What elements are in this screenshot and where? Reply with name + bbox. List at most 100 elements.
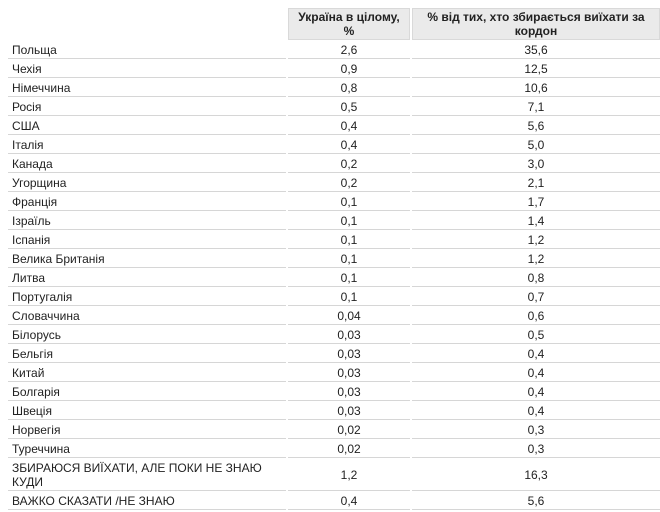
country-cell: Литва [8, 270, 286, 287]
table-row: Литва 0,1 0,8 [8, 270, 660, 287]
table-row: Росія 0,5 7,1 [8, 99, 660, 116]
table-row: Словаччина 0,04 0,6 [8, 308, 660, 325]
share-of-leavers-cell: 0,3 [412, 422, 660, 439]
table-header: Україна в цілому, % % від тих, хто збира… [8, 8, 660, 40]
table-row: Бельгія 0,03 0,4 [8, 346, 660, 363]
table-row: ВАЖКО СКАЗАТИ /НЕ ЗНАЮ 0,4 5,6 [8, 493, 660, 510]
ukraine-total-cell: 0,8 [288, 80, 410, 97]
country-cell: Туреччина [8, 441, 286, 458]
country-cell: Чехія [8, 61, 286, 78]
ukraine-total-cell: 0,5 [288, 99, 410, 116]
country-cell: Польща [8, 42, 286, 59]
ukraine-total-cell: 0,03 [288, 346, 410, 363]
country-cell: Болгарія [8, 384, 286, 401]
country-cell: Франція [8, 194, 286, 211]
ukraine-total-cell: 0,1 [288, 289, 410, 306]
country-cell: Білорусь [8, 327, 286, 344]
header-row: Україна в цілому, % % від тих, хто збира… [8, 8, 660, 40]
ukraine-total-cell: 0,04 [288, 308, 410, 325]
table-row: Франція 0,1 1,7 [8, 194, 660, 211]
share-of-leavers-cell: 1,2 [412, 232, 660, 249]
share-of-leavers-cell: 5,6 [412, 118, 660, 135]
share-of-leavers-cell: 10,6 [412, 80, 660, 97]
ukraine-total-cell: 0,03 [288, 327, 410, 344]
ukraine-total-cell: 0,4 [288, 118, 410, 135]
header-share-of-leavers: % від тих, хто збирається виїхати за кор… [412, 8, 660, 40]
table-row: Італія 0,4 5,0 [8, 137, 660, 154]
table-body: Польща 2,6 35,6 Чехія 0,9 12,5 Німеччина 0,8 10,… [8, 42, 660, 510]
ukraine-total-cell: 0,1 [288, 213, 410, 230]
table-row: Велика Британія 0,1 1,2 [8, 251, 660, 268]
country-cell: Словаччина [8, 308, 286, 325]
share-of-leavers-cell: 5,6 [412, 493, 660, 510]
table-row: США 0,4 5,6 [8, 118, 660, 135]
country-cell: Угорщина [8, 175, 286, 192]
share-of-leavers-cell: 1,2 [412, 251, 660, 268]
country-cell: Велика Британія [8, 251, 286, 268]
share-of-leavers-cell: 0,8 [412, 270, 660, 287]
share-of-leavers-cell: 5,0 [412, 137, 660, 154]
header-country [8, 8, 286, 40]
share-of-leavers-cell: 7,1 [412, 99, 660, 116]
table-row: Чехія 0,9 12,5 [8, 61, 660, 78]
share-of-leavers-cell: 12,5 [412, 61, 660, 78]
share-of-leavers-cell: 0,3 [412, 441, 660, 458]
table-row: Китай 0,03 0,4 [8, 365, 660, 382]
country-cell: Китай [8, 365, 286, 382]
country-cell: Швеція [8, 403, 286, 420]
ukraine-total-cell: 0,1 [288, 251, 410, 268]
country-cell: ЗБИРАЮСЯ ВИЇХАТИ, АЛЕ ПОКИ НЕ ЗНАЮ КУДИ [8, 460, 286, 491]
share-of-leavers-cell: 0,7 [412, 289, 660, 306]
country-cell: Росія [8, 99, 286, 116]
country-cell: Бельгія [8, 346, 286, 363]
table-row: ЗБИРАЮСЯ ВИЇХАТИ, АЛЕ ПОКИ НЕ ЗНАЮ КУДИ 1… [8, 460, 660, 491]
ukraine-total-cell: 1,2 [288, 460, 410, 491]
ukraine-total-cell: 0,2 [288, 175, 410, 192]
ukraine-total-cell: 2,6 [288, 42, 410, 59]
share-of-leavers-cell: 35,6 [412, 42, 660, 59]
ukraine-total-cell: 0,03 [288, 365, 410, 382]
ukraine-total-cell: 0,02 [288, 441, 410, 458]
emigration-table: Україна в цілому, % % від тих, хто збира… [6, 6, 660, 512]
ukraine-total-cell: 0,03 [288, 384, 410, 401]
share-of-leavers-cell: 0,6 [412, 308, 660, 325]
ukraine-total-cell: 0,4 [288, 137, 410, 154]
share-of-leavers-cell: 1,4 [412, 213, 660, 230]
table-row: Норвегія 0,02 0,3 [8, 422, 660, 439]
country-cell: США [8, 118, 286, 135]
ukraine-total-cell: 0,1 [288, 232, 410, 249]
country-cell: Канада [8, 156, 286, 173]
header-ukraine-total: Україна в цілому, % [288, 8, 410, 40]
table-row: Ізраїль 0,1 1,4 [8, 213, 660, 230]
table-row: Угорщина 0,2 2,1 [8, 175, 660, 192]
share-of-leavers-cell: 0,5 [412, 327, 660, 344]
ukraine-total-cell: 0,4 [288, 493, 410, 510]
ukraine-total-cell: 0,1 [288, 194, 410, 211]
table-row: Іспанія 0,1 1,2 [8, 232, 660, 249]
table-row: Португалія 0,1 0,7 [8, 289, 660, 306]
share-of-leavers-cell: 0,4 [412, 403, 660, 420]
ukraine-total-cell: 0,1 [288, 270, 410, 287]
table-row: Білорусь 0,03 0,5 [8, 327, 660, 344]
ukraine-total-cell: 0,03 [288, 403, 410, 420]
table-row: Канада 0,2 3,0 [8, 156, 660, 173]
share-of-leavers-cell: 0,4 [412, 384, 660, 401]
country-cell: Португалія [8, 289, 286, 306]
country-cell: Іспанія [8, 232, 286, 249]
table-row: Польща 2,6 35,6 [8, 42, 660, 59]
country-cell: Німеччина [8, 80, 286, 97]
country-cell: Італія [8, 137, 286, 154]
country-cell: Ізраїль [8, 213, 286, 230]
table-row: Болгарія 0,03 0,4 [8, 384, 660, 401]
country-cell: ВАЖКО СКАЗАТИ /НЕ ЗНАЮ [8, 493, 286, 510]
table-row: Туреччина 0,02 0,3 [8, 441, 660, 458]
ukraine-total-cell: 0,9 [288, 61, 410, 78]
share-of-leavers-cell: 1,7 [412, 194, 660, 211]
share-of-leavers-cell: 2,1 [412, 175, 660, 192]
ukraine-total-cell: 0,2 [288, 156, 410, 173]
share-of-leavers-cell: 3,0 [412, 156, 660, 173]
country-cell: Норвегія [8, 422, 286, 439]
table-row: Швеція 0,03 0,4 [8, 403, 660, 420]
share-of-leavers-cell: 16,3 [412, 460, 660, 491]
